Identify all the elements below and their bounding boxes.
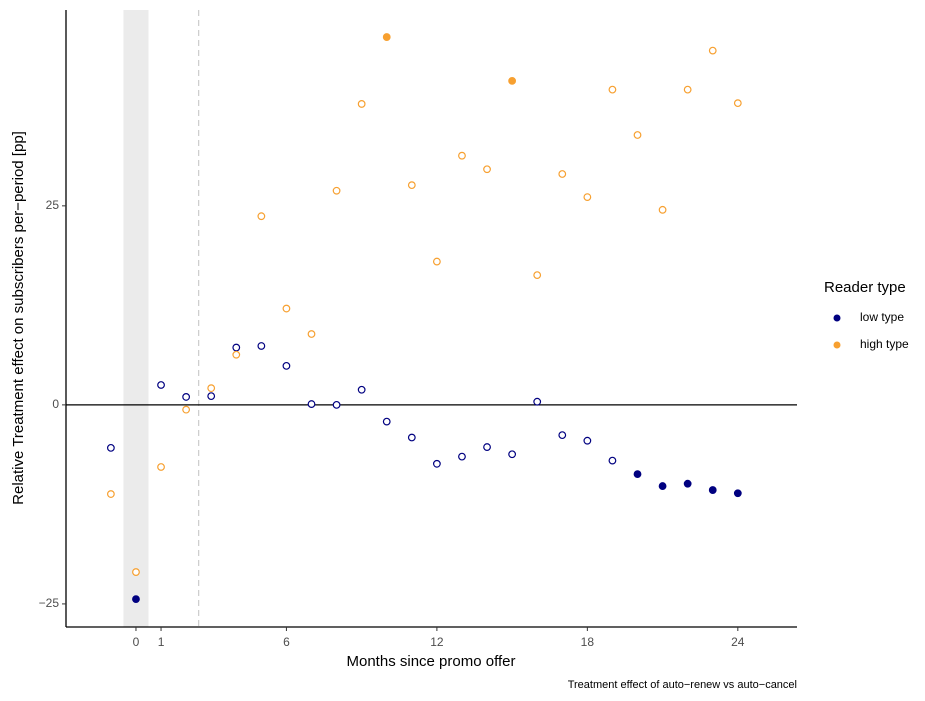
x-tick-label: 0: [133, 635, 140, 649]
x-tick-label: 18: [581, 635, 595, 649]
point: [332, 186, 341, 195]
point: [132, 568, 140, 576]
point: [508, 450, 517, 459]
y-tick-label: 25: [46, 198, 60, 212]
caption: Treatment effect of auto−renew vs auto−c…: [568, 679, 797, 691]
point: [157, 463, 165, 471]
point: [458, 151, 466, 160]
point: [282, 361, 291, 370]
point: [157, 381, 165, 389]
point: [207, 392, 216, 401]
point: [483, 443, 491, 451]
legend-title: Reader type: [824, 279, 906, 296]
point: [106, 490, 115, 498]
x-axis-label: Months since promo offer: [347, 653, 516, 670]
point: [357, 385, 366, 394]
y-axis-label: Relative Treatment effect on subscribers…: [10, 131, 27, 505]
x-tick-label: 1: [158, 635, 165, 649]
point: [432, 459, 441, 468]
point: [633, 131, 642, 139]
point: [583, 436, 592, 445]
x-tick-label: 24: [731, 635, 745, 649]
point: [733, 489, 742, 498]
point: [307, 330, 316, 338]
point: [608, 85, 617, 94]
point: [182, 405, 191, 414]
point: [683, 85, 692, 94]
point: [307, 400, 316, 408]
point: [608, 456, 617, 465]
point: [207, 384, 216, 393]
point: [508, 76, 517, 85]
point: [708, 46, 717, 55]
point: [558, 170, 567, 178]
point: [282, 304, 291, 313]
x-tick-label: 12: [430, 635, 444, 649]
point: [357, 100, 366, 108]
point: [533, 397, 542, 406]
y-tick-label: 0: [52, 397, 59, 411]
point: [558, 431, 567, 440]
point: [658, 482, 667, 490]
point: [658, 205, 667, 214]
legend-marker: [833, 341, 841, 349]
point: [232, 343, 241, 352]
point: [407, 181, 416, 190]
point: [458, 452, 466, 461]
point: [432, 257, 441, 266]
shaded-band: [123, 10, 149, 627]
point: [407, 433, 416, 442]
legend-marker: [833, 314, 841, 322]
legend-label: high type: [860, 337, 909, 351]
point: [382, 33, 391, 41]
point: [683, 479, 692, 488]
point: [583, 193, 592, 201]
point: [733, 99, 742, 108]
y-tick-label: −25: [39, 596, 60, 610]
legend-label: low type: [860, 310, 904, 324]
point: [182, 393, 191, 401]
x-tick-label: 6: [283, 635, 290, 649]
point: [382, 417, 391, 426]
point: [332, 400, 341, 409]
point: [132, 595, 140, 604]
point: [257, 342, 266, 350]
point: [708, 486, 717, 494]
point: [257, 212, 266, 221]
point: [106, 443, 115, 452]
point: [483, 165, 491, 174]
point: [633, 470, 642, 479]
point: [533, 271, 542, 280]
point: [232, 350, 241, 359]
